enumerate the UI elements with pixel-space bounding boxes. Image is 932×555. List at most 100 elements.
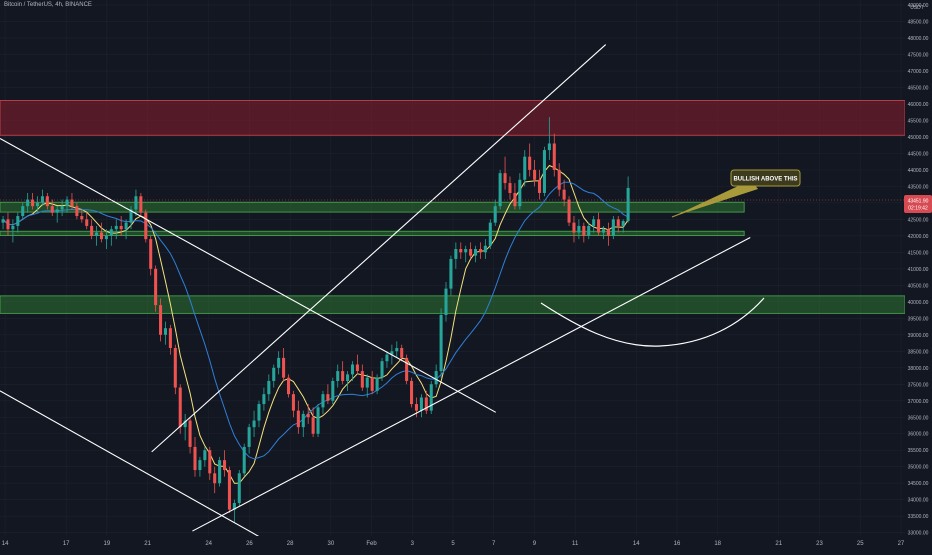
candle-body bbox=[528, 156, 532, 170]
price-tick-label: 38500.00 bbox=[908, 349, 929, 355]
price-tick-label: 43500.00 bbox=[908, 184, 929, 190]
candle-body bbox=[237, 473, 241, 504]
candle-body bbox=[341, 371, 345, 381]
moving-averages bbox=[2, 164, 629, 484]
time-tick-label: 21 bbox=[775, 541, 782, 547]
time-tick-label: 23 bbox=[816, 541, 823, 547]
candle-body bbox=[513, 192, 517, 207]
price-tick-label: 35500.00 bbox=[908, 448, 929, 454]
time-tick-label: 18 bbox=[714, 541, 721, 547]
trendlines bbox=[0, 44, 751, 544]
candle-body bbox=[50, 206, 54, 213]
candle-body bbox=[109, 229, 113, 236]
price-tick-label: 46000.00 bbox=[908, 102, 929, 108]
candle-body bbox=[493, 206, 497, 223]
symbol-title: Bitcoin / TetherUS, 4h, BINANCE bbox=[4, 2, 92, 8]
price-tick-label: 44500.00 bbox=[908, 151, 929, 157]
price-tick-label: 33000.00 bbox=[908, 531, 929, 537]
candle-body bbox=[380, 361, 384, 378]
price-tick-label: 42000.00 bbox=[908, 234, 929, 240]
candle-body bbox=[218, 460, 222, 484]
price-tick-label: 38000.00 bbox=[908, 366, 929, 372]
price-axis-background bbox=[905, 0, 932, 536]
candle-body bbox=[149, 239, 153, 269]
candle-body bbox=[35, 202, 40, 207]
candle-body bbox=[474, 249, 478, 256]
candle-body bbox=[134, 196, 138, 210]
currency-label: USDT bbox=[910, 5, 924, 11]
price-tick-label: 48500.00 bbox=[908, 19, 929, 25]
candle-body bbox=[326, 394, 330, 401]
price-tick-label: 40000.00 bbox=[908, 300, 929, 306]
candle-body bbox=[252, 420, 256, 428]
candle-body bbox=[183, 420, 187, 428]
candle-body bbox=[360, 371, 364, 388]
time-tick-label: 16 bbox=[674, 541, 681, 547]
time-tick-label: 27 bbox=[898, 541, 905, 547]
candle-body bbox=[616, 219, 620, 226]
price-tick-label: 44000.00 bbox=[908, 168, 929, 174]
candle-body bbox=[75, 206, 79, 217]
price-tick-label: 47500.00 bbox=[908, 52, 929, 58]
candle-body bbox=[129, 209, 133, 223]
candle-body bbox=[606, 229, 610, 236]
price-axis[interactable]: USDT 33000.00 33500.00 34000.00 34500.00 350… bbox=[904, 0, 932, 537]
time-tick-label: 30 bbox=[328, 541, 335, 547]
candle-body bbox=[562, 189, 566, 200]
candle-body bbox=[469, 249, 473, 256]
candle-body bbox=[483, 245, 487, 253]
candle-body bbox=[523, 156, 527, 180]
time-tick-label: 14 bbox=[2, 541, 9, 547]
trendline bbox=[0, 138, 497, 413]
candle-body bbox=[188, 420, 192, 447]
candle-body bbox=[557, 169, 561, 190]
candle-body bbox=[124, 222, 128, 230]
trendline bbox=[192, 237, 751, 532]
moving-average-slow bbox=[2, 181, 629, 460]
price-tick-label: 40500.00 bbox=[908, 283, 929, 289]
candle-body bbox=[587, 225, 591, 236]
countdown-text: 02:19:42 bbox=[908, 206, 928, 212]
time-axis[interactable]: 14 17 19 21 24 26 28 30 Feb 3 5 7 9 11 14 16 18 21 23 25 27 bbox=[0, 536, 932, 550]
candle-body bbox=[611, 219, 615, 236]
candle-body bbox=[331, 380, 335, 401]
arc-drawing bbox=[540, 297, 765, 347]
time-tick-label: 3 bbox=[411, 541, 415, 547]
candle-body bbox=[232, 503, 236, 510]
callout-label: BULLISH ABOVE THIS bbox=[733, 177, 797, 183]
price-tick-label: 48000.00 bbox=[908, 36, 929, 42]
last-price-text: 43451.90 bbox=[908, 199, 929, 205]
callout-arrowhead bbox=[672, 180, 758, 217]
candle-body bbox=[257, 404, 261, 421]
candle-body bbox=[291, 394, 295, 411]
time-tick-label: 7 bbox=[492, 541, 496, 547]
candle-body bbox=[247, 427, 251, 447]
candle-body bbox=[223, 460, 227, 471]
candle-body bbox=[478, 249, 482, 253]
candle-body bbox=[449, 258, 453, 289]
candle-body bbox=[537, 179, 542, 193]
candle-body bbox=[163, 328, 167, 335]
candle-body bbox=[365, 377, 369, 388]
candle-body bbox=[65, 199, 69, 207]
time-tick-label: 17 bbox=[63, 541, 70, 547]
candle-body bbox=[577, 225, 581, 233]
candle-body bbox=[444, 288, 448, 316]
candle-body bbox=[99, 232, 104, 240]
candle-body bbox=[459, 249, 463, 253]
price-tick-label: 41500.00 bbox=[908, 250, 929, 256]
candle-body bbox=[601, 229, 606, 233]
candle-body bbox=[498, 173, 502, 207]
candle-body bbox=[454, 249, 458, 259]
candle-body bbox=[286, 377, 291, 395]
candle-body bbox=[277, 357, 281, 368]
candle-body bbox=[114, 225, 118, 230]
price-tick-label: 37000.00 bbox=[908, 399, 929, 405]
candle-body bbox=[424, 397, 428, 411]
price-tick-label: 34000.00 bbox=[908, 498, 929, 504]
candle-body bbox=[582, 225, 586, 236]
candle-body bbox=[296, 410, 300, 428]
price-tick-label: 45000.00 bbox=[908, 135, 929, 141]
